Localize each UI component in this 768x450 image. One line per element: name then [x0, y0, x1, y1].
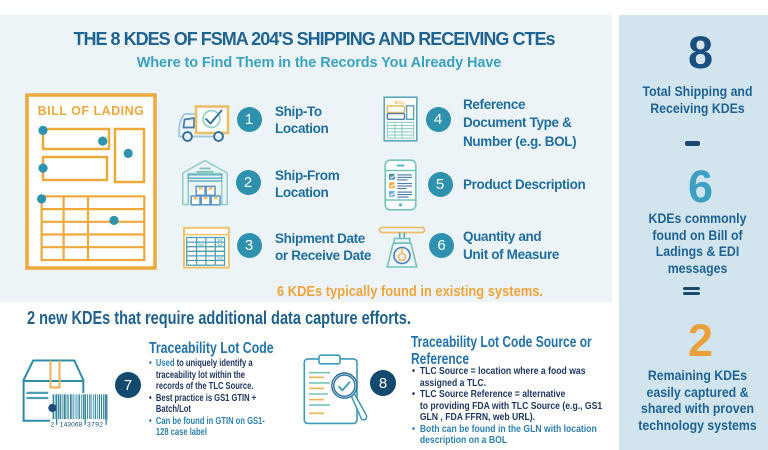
svg-text:BILL OF LADING: BILL OF LADING — [38, 104, 145, 118]
svg-text:3792: 3792 — [87, 422, 103, 429]
svg-text:143068: 143068 — [60, 422, 83, 429]
svg-text:2: 2 — [51, 422, 55, 429]
svg-text:BOL: BOL — [395, 100, 406, 105]
